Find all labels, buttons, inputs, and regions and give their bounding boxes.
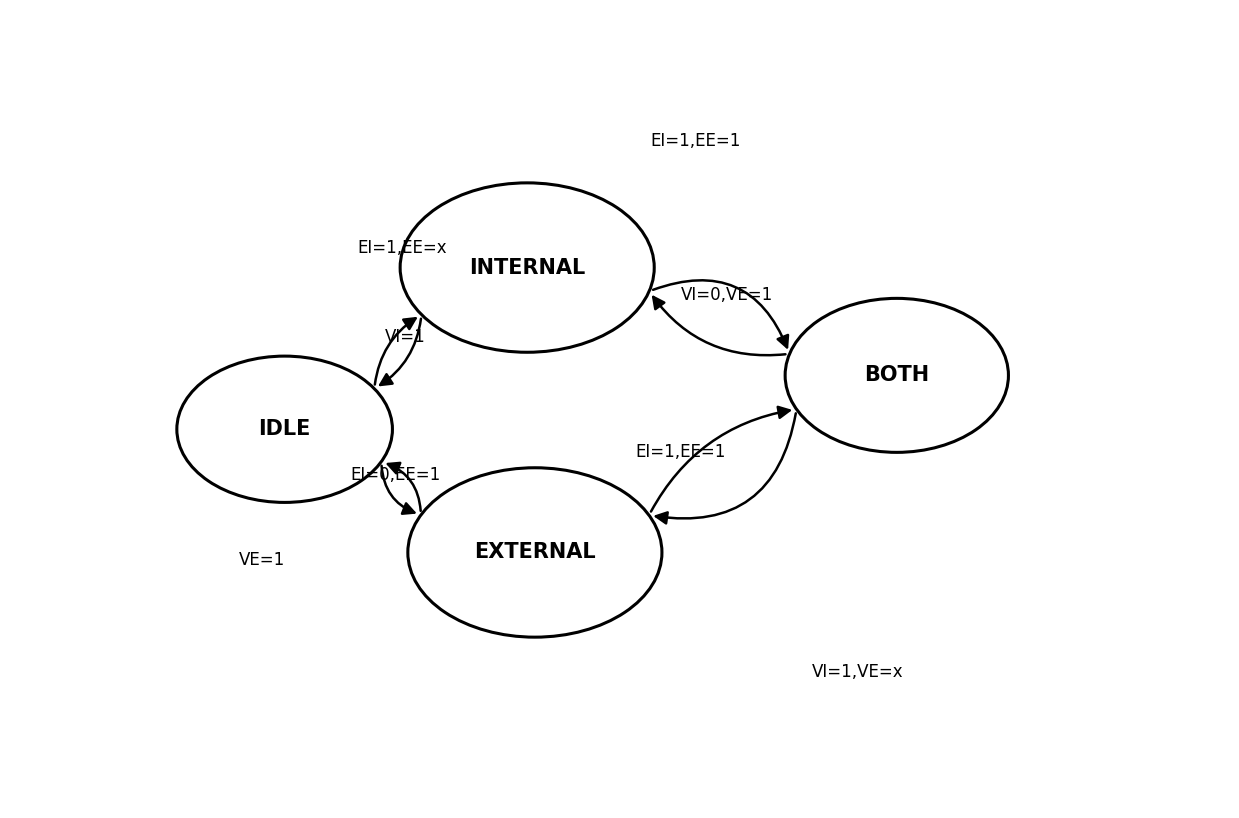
Ellipse shape	[408, 468, 662, 637]
FancyArrowPatch shape	[380, 319, 421, 385]
Text: IDLE: IDLE	[259, 420, 311, 439]
Ellipse shape	[400, 183, 654, 353]
Text: EI=1,EE=x: EI=1,EE=x	[358, 240, 447, 258]
Ellipse shape	[786, 299, 1009, 452]
Text: INTERNAL: INTERNAL	[470, 258, 585, 277]
Text: EI=1,EE=1: EI=1,EE=1	[636, 443, 725, 461]
Text: VI=0,VE=1: VI=0,VE=1	[681, 285, 773, 303]
Text: VI=1,VE=x: VI=1,VE=x	[812, 663, 903, 681]
FancyArrowPatch shape	[388, 463, 421, 511]
Text: VE=1: VE=1	[238, 551, 285, 569]
Text: BOTH: BOTH	[865, 366, 929, 385]
FancyArrowPatch shape	[653, 297, 786, 355]
Text: EI=1,EE=1: EI=1,EE=1	[650, 132, 741, 150]
Text: EI=0,EE=1: EI=0,EE=1	[351, 466, 440, 484]
FancyArrowPatch shape	[382, 465, 414, 514]
Text: EXTERNAL: EXTERNAL	[475, 542, 596, 563]
FancyArrowPatch shape	[655, 413, 795, 524]
FancyArrowPatch shape	[653, 281, 788, 348]
Text: VI=1: VI=1	[385, 328, 425, 346]
Ellipse shape	[177, 356, 393, 502]
FancyArrowPatch shape	[375, 318, 415, 384]
FancyArrowPatch shape	[650, 407, 789, 511]
